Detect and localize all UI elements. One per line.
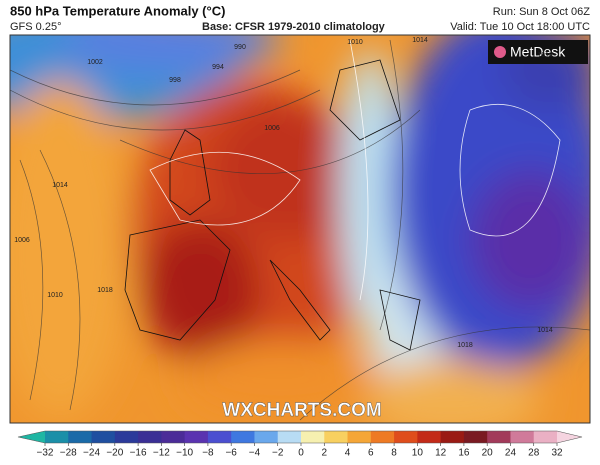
colorbar-tick-label: −28: [60, 448, 77, 459]
isobar-label: 1014: [412, 37, 428, 44]
isobar-label: 1010: [347, 39, 363, 46]
isobar-label: 1018: [457, 342, 473, 349]
colorbar-tick-label: −8: [202, 448, 214, 459]
colorbar-segment: [207, 431, 232, 443]
colorbar-segment: [231, 431, 255, 443]
colorbar-segment: [440, 431, 465, 443]
colorbar-tick-label: 4: [345, 448, 351, 459]
logo-icon: [494, 46, 506, 58]
colorbar-segment: [138, 431, 162, 443]
logo: MetDesk: [510, 44, 566, 60]
colorbar-tick-label: 6: [368, 448, 374, 459]
isobar-label: 998: [169, 77, 181, 84]
colorbar-segment: [254, 431, 279, 443]
colorbar-segment: [487, 431, 511, 443]
colorbar-tick-label: −16: [130, 448, 147, 459]
isobar-label: 1010: [47, 292, 63, 299]
colorbar-tick-label: 10: [412, 448, 424, 459]
isobar-label: 1002: [87, 59, 103, 66]
colorbar-tick-label: −6: [225, 448, 237, 459]
colorbar-arrow: [557, 431, 582, 443]
colorbar-segment: [277, 431, 302, 443]
colorbar-segment: [68, 431, 93, 443]
colorbar-segment: [463, 431, 488, 443]
colorbar-segment: [370, 431, 395, 443]
colorbar-tick-label: 0: [298, 448, 304, 459]
isobar-label: 1018: [97, 287, 113, 294]
colorbar-arrow: [18, 431, 45, 443]
colorbar-tick-label: −20: [106, 448, 123, 459]
base: Base: CFSR 1979-2010 climatology: [202, 21, 386, 33]
map-border: [9, 34, 591, 424]
isobar-label: 1014: [537, 327, 553, 334]
model: GFS 0.25°: [10, 21, 61, 33]
colorbar-segment: [45, 431, 69, 443]
colorbar-tick-label: −32: [37, 448, 54, 459]
colorbar-segment: [114, 431, 139, 443]
colorbar-segment: [533, 431, 558, 443]
colorbar-tick-label: −2: [272, 448, 284, 459]
colorbar-tick-label: −4: [249, 448, 261, 459]
colorbar-segment: [91, 431, 116, 443]
colorbar-tick-label: 2: [321, 448, 327, 459]
colorbar-tick-label: 24: [505, 448, 517, 459]
colorbar-segment: [394, 431, 418, 443]
isobar-label: 990: [234, 44, 246, 51]
colorbar-segment: [417, 431, 442, 443]
isobar-label: 1006: [264, 125, 280, 132]
isobar-label: 994: [212, 64, 224, 71]
colorbar-tick-label: 8: [391, 448, 397, 459]
colorbar-segment: [324, 431, 349, 443]
map: MetDesk WXCHARTS.COM 990 994 998 1002 1006 10…: [10, 35, 590, 423]
colorbar-tick-label: 32: [551, 448, 563, 459]
colorbar-tick-label: 12: [435, 448, 447, 459]
colorbar-tick-label: 16: [458, 448, 470, 459]
valid: Valid: Tue 10 Oct 18:00 UTC: [450, 21, 590, 33]
isobar-label: 1010: [537, 52, 553, 59]
colorbar-segment: [301, 431, 325, 443]
title: 850 hPa Temperature Anomaly (°C): [10, 3, 225, 18]
colorbar-segment: [161, 431, 186, 443]
colorbar-tick-label: −12: [153, 448, 170, 459]
watermark: WXCHARTS.COM: [222, 400, 381, 421]
colorbar-segment: [510, 431, 535, 443]
run: Run: Sun 8 Oct 06Z: [493, 6, 590, 18]
isobar-label: 1006: [14, 237, 30, 244]
colorbar-tick-label: 28: [528, 448, 540, 459]
colorbar-segment: [184, 431, 209, 443]
colorbar-tick-label: −10: [176, 448, 193, 459]
colorbar-tick-label: −24: [83, 448, 100, 459]
isobar-label: 1014: [52, 182, 68, 189]
colorbar-tick-label: 20: [482, 448, 494, 459]
colorbar-segment: [347, 431, 372, 443]
